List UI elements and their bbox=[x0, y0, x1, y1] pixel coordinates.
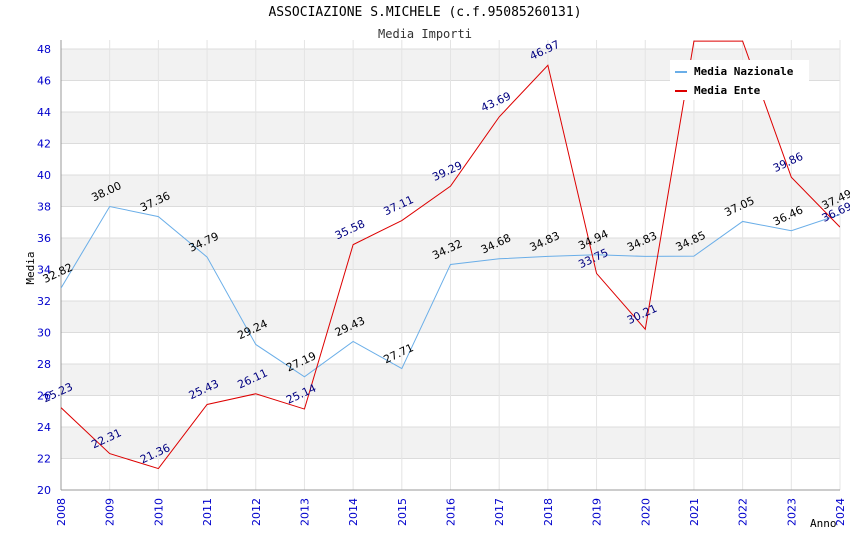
legend-label-ente: Media Ente bbox=[694, 84, 761, 97]
x-axis-title: Anno bbox=[810, 517, 837, 530]
x-tick-label: 2014 bbox=[347, 498, 360, 526]
y-tick-label: 48 bbox=[37, 43, 51, 56]
legend-box bbox=[670, 60, 809, 100]
y-tick-label: 22 bbox=[37, 453, 51, 466]
x-tick-label: 2010 bbox=[152, 498, 165, 526]
x-tick-label: 2012 bbox=[250, 498, 263, 526]
x-tick-labels: 2008 2009 2010 2011 2012 2013 2014 2015 2016 2017… bbox=[55, 498, 847, 526]
grid-lines bbox=[60, 40, 841, 491]
y-tick-label: 30 bbox=[37, 327, 51, 340]
legend: Media Nazionale Media Ente bbox=[670, 60, 809, 100]
series-line-nazionale bbox=[61, 205, 840, 378]
x-tick-label: 2021 bbox=[688, 498, 701, 526]
x-tick-label: 2009 bbox=[104, 498, 117, 526]
y-tick-label: 46 bbox=[37, 75, 51, 88]
x-tick-label: 2015 bbox=[396, 498, 409, 526]
y-tick-label: 42 bbox=[37, 138, 51, 151]
y-tick-label: 32 bbox=[37, 295, 51, 308]
x-tick-label: 2023 bbox=[785, 498, 798, 526]
y-tick-label: 24 bbox=[37, 421, 51, 434]
y-tick-label: 36 bbox=[37, 232, 51, 245]
x-tick-label: 2018 bbox=[542, 498, 555, 526]
y-tick-label: 44 bbox=[37, 106, 51, 119]
legend-label-nazionale: Media Nazionale bbox=[694, 65, 794, 78]
y-tick-label: 34 bbox=[37, 264, 51, 277]
series-line-ente bbox=[61, 40, 840, 470]
y-tick-label: 26 bbox=[37, 390, 51, 403]
y-tick-labels: 20 22 24 26 28 30 32 34 36 38 40 42 44 46 48 bbox=[37, 43, 51, 497]
x-tick-label: 2016 bbox=[445, 498, 458, 526]
x-tick-label: 2013 bbox=[298, 498, 311, 526]
series-lines bbox=[61, 40, 840, 470]
y-tick-label: 20 bbox=[37, 484, 51, 497]
y-tick-label: 28 bbox=[37, 358, 51, 371]
x-tick-label: 2022 bbox=[737, 498, 750, 526]
chart-subtitle: Media Importi bbox=[378, 27, 472, 41]
y-axis-title: Media bbox=[24, 251, 37, 284]
x-tick-label: 2019 bbox=[591, 498, 604, 526]
axes bbox=[60, 40, 840, 491]
chart-title: ASSOCIAZIONE S.MICHELE (c.f.95085260131) bbox=[268, 5, 582, 20]
x-tick-label: 2008 bbox=[55, 498, 68, 526]
x-tick-label: 2017 bbox=[493, 498, 506, 526]
y-tick-label: 40 bbox=[37, 169, 51, 182]
x-tick-label: 2011 bbox=[201, 498, 214, 526]
y-tick-label: 38 bbox=[37, 201, 51, 214]
x-tick-label: 2024 bbox=[834, 498, 847, 526]
x-tick-label: 2020 bbox=[639, 498, 652, 526]
